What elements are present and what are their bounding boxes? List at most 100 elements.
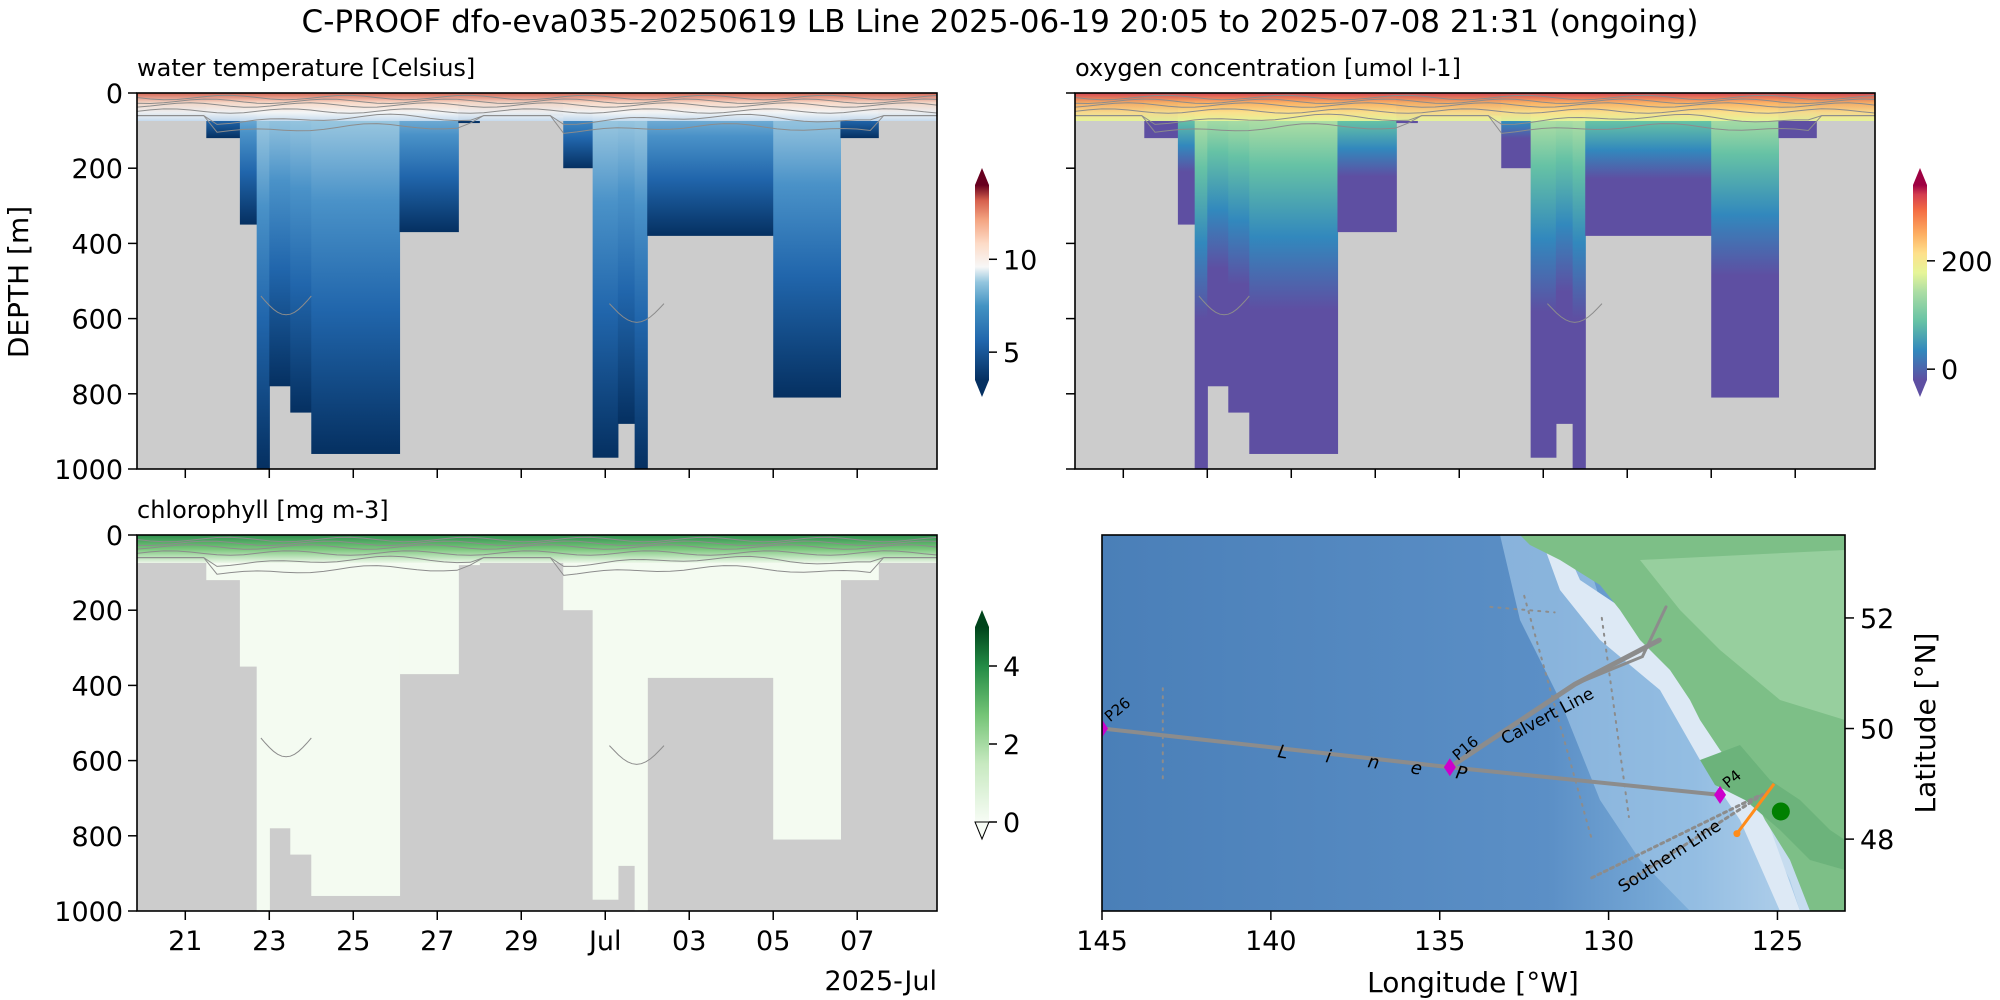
- chlorophyll-x-tick-label: 29: [504, 926, 538, 957]
- temperature-contour-line: [137, 102, 937, 108]
- temperature-deep-contour: [609, 303, 665, 323]
- oxygen-profile-column: [1572, 93, 1586, 469]
- chlorophyll-y-tick-label: 800: [71, 822, 123, 853]
- figure-title: C-PROOF dfo-eva035-20250619 LB Line 2025…: [302, 4, 1699, 40]
- temperature-panel-title: water temperature [Celsius]: [137, 54, 475, 82]
- temperature-profile-column: [269, 93, 291, 387]
- chlorophyll-colorbar-tick-label: 2: [1003, 730, 1020, 761]
- survey-track-east: [1600, 616, 1630, 818]
- temperature-colorbar-extend-bottom: [975, 380, 989, 397]
- oxygen-contour-line: [1075, 98, 1875, 105]
- oxygen-colorbar-bar: [1913, 185, 1927, 380]
- current-deployment-track: [1735, 782, 1776, 835]
- chlorophyll-profile-column: [256, 535, 270, 911]
- chlorophyll-y-tick-label: 600: [71, 747, 123, 778]
- temperature-colorbar-bar: [975, 185, 989, 380]
- temperature-panel: water temperature [Celsius] 0 200 400 600 80…: [2, 54, 1037, 486]
- chlorophyll-contour-line: [137, 540, 937, 547]
- line-p-letter-2: i: [1324, 746, 1333, 768]
- southern-line-track: [1590, 793, 1763, 880]
- chlorophyll-deep-contour: [260, 737, 312, 758]
- oxygen-profiles: [1075, 93, 1875, 469]
- temperature-profile-column: [256, 93, 270, 469]
- line-p-letter-3: n: [1366, 751, 1381, 774]
- temperature-y-tick-label: 800: [71, 380, 123, 411]
- deployment-start-marker: [1733, 830, 1741, 838]
- temperature-y-tick-label: 400: [71, 229, 123, 260]
- chlorophyll-panel-title: chlorophyll [mg m-3]: [137, 496, 389, 524]
- map-x-ticks: 145 140 135 130 125: [1076, 911, 1803, 957]
- oxygen-contour-line: [1075, 108, 1875, 114]
- temperature-y-tick-label: 1000: [54, 455, 123, 486]
- map-y-tick-label: 52: [1860, 604, 1894, 635]
- chlorophyll-y-tick-label: 0: [106, 521, 123, 552]
- oxygen-deep-contour: [1198, 295, 1250, 316]
- map-mountains: [1640, 550, 1845, 720]
- temperature-profile-column: [311, 93, 401, 454]
- chlorophyll-contour-line: [137, 550, 937, 556]
- oxygen-panel: oxygen concentration [umol l-1] 0 200: [1066, 54, 1993, 478]
- southern-line-track-2: [1624, 787, 1773, 885]
- map-x-tick-label: 140: [1245, 926, 1297, 957]
- temperature-colorbar-ticks: 5 10: [989, 245, 1037, 369]
- map-x-tick-label: 130: [1583, 926, 1635, 957]
- temperature-contour-line: [137, 115, 937, 134]
- chlorophyll-profile-column: [269, 535, 291, 829]
- chlorophyll-profile-column: [239, 535, 258, 667]
- temperature-profiles: [137, 93, 937, 469]
- chlorophyll-x-ticks: 21 23 25 27 29 Jul 03 05 07: [168, 911, 874, 957]
- chlorophyll-x-tick-label: 07: [840, 926, 874, 957]
- calvert-line-track-upper: [1573, 605, 1668, 686]
- oxygen-surface-layer: [1075, 93, 1875, 121]
- survey-track-diagonal: [1523, 594, 1593, 841]
- map-y-tick-label: 48: [1860, 825, 1894, 856]
- chlorophyll-colorbar: 0 2 4: [974, 610, 1020, 841]
- temperature-profile-column: [290, 93, 312, 413]
- oxygen-contour-line: [1075, 102, 1875, 108]
- map-shelf: [1500, 535, 1800, 911]
- map-frame: [1101, 534, 1846, 912]
- chlorophyll-profile-column: [592, 535, 619, 900]
- oxygen-colorbar: 0 200: [1913, 168, 1993, 397]
- oxygen-profile-column: [1177, 93, 1196, 225]
- map-x-tick-label: 135: [1414, 926, 1466, 957]
- oxygen-profile-column: [1530, 93, 1557, 458]
- oxygen-colorbar-ticks: 0 200: [1927, 247, 1993, 386]
- chlorophyll-contour-line: [137, 536, 937, 543]
- temperature-profile-column: [773, 93, 842, 398]
- oxygen-profile-column: [1555, 93, 1574, 424]
- station-marker: [1102, 719, 1108, 738]
- temperature-y-axis-label: DEPTH [m]: [2, 206, 35, 358]
- map-y-tick-label: 50: [1860, 715, 1894, 746]
- oxygen-colorbar-extend-top: [1913, 168, 1927, 185]
- chlorophyll-contour-line: [137, 557, 937, 576]
- chlorophyll-colorbar-extend-bottom: [974, 821, 990, 841]
- map-x-axis-label: Longitude [°W]: [1367, 966, 1579, 999]
- oxygen-contour-line: [1075, 115, 1875, 134]
- map-coastal-waters: [1540, 535, 1800, 911]
- chlorophyll-profiles: [137, 535, 937, 911]
- chlorophyll-x-tick-label: 25: [336, 926, 370, 957]
- glider-position-marker: [1771, 802, 1790, 821]
- station-marker: [1714, 785, 1727, 804]
- map-y-ticks: 48 50 52: [1845, 604, 1894, 856]
- date-year-label: 2025-Jul: [824, 966, 937, 997]
- map-x-tick-label: 145: [1076, 926, 1128, 957]
- temperature-colorbar: 5 10: [975, 168, 1037, 397]
- temperature-contour-line: [137, 94, 937, 101]
- temperature-y-ticks: 0 200 400 600 800 1000: [54, 79, 137, 486]
- chlorophyll-frame: [136, 534, 938, 912]
- map-x-tick-label: 125: [1752, 926, 1804, 957]
- survey-track-north: [1489, 605, 1556, 614]
- map-y-axis-label: Latitude [°N]: [1909, 633, 1942, 814]
- oxygen-x-ticks: [1122, 469, 1796, 478]
- chlorophyll-profile-column: [773, 535, 842, 840]
- chlorophyll-deep-contour: [609, 745, 665, 765]
- chlorophyll-colorbar-extend-top: [975, 610, 989, 627]
- oxygen-profile-column: [1207, 93, 1229, 387]
- map-panel: L i n e P Calvert Line Southern Line P26…: [1076, 534, 1942, 999]
- oxygen-panel-title: oxygen concentration [umol l-1]: [1075, 54, 1461, 82]
- chlorophyll-colorbar-ticks: 0 2 4: [989, 652, 1020, 839]
- temperature-y-tick-label: 200: [71, 154, 123, 185]
- oxygen-contour-line: [1075, 94, 1875, 101]
